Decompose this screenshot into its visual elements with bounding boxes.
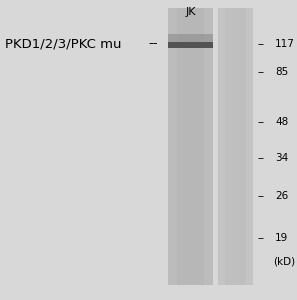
- Text: JK: JK: [185, 7, 196, 17]
- Bar: [213, 8, 216, 285]
- Text: --: --: [258, 233, 265, 243]
- Bar: [168, 42, 213, 48]
- Text: 19: 19: [275, 233, 288, 243]
- Bar: [168, 34, 213, 42]
- Text: --: --: [148, 38, 157, 50]
- Text: (kD): (kD): [273, 257, 295, 267]
- Text: 34: 34: [275, 153, 288, 163]
- Bar: [218, 8, 253, 285]
- Text: 85: 85: [275, 67, 288, 77]
- Text: --: --: [258, 39, 265, 49]
- Text: --: --: [258, 117, 265, 127]
- Bar: [177, 8, 204, 285]
- Bar: [168, 8, 213, 285]
- Text: 26: 26: [275, 191, 288, 201]
- Text: --: --: [258, 191, 265, 201]
- Text: 48: 48: [275, 117, 288, 127]
- Text: --: --: [258, 153, 265, 163]
- Bar: [225, 8, 246, 285]
- Text: 117: 117: [275, 39, 295, 49]
- Text: PKD1/2/3/PKC mu: PKD1/2/3/PKC mu: [5, 38, 121, 50]
- Text: --: --: [258, 67, 265, 77]
